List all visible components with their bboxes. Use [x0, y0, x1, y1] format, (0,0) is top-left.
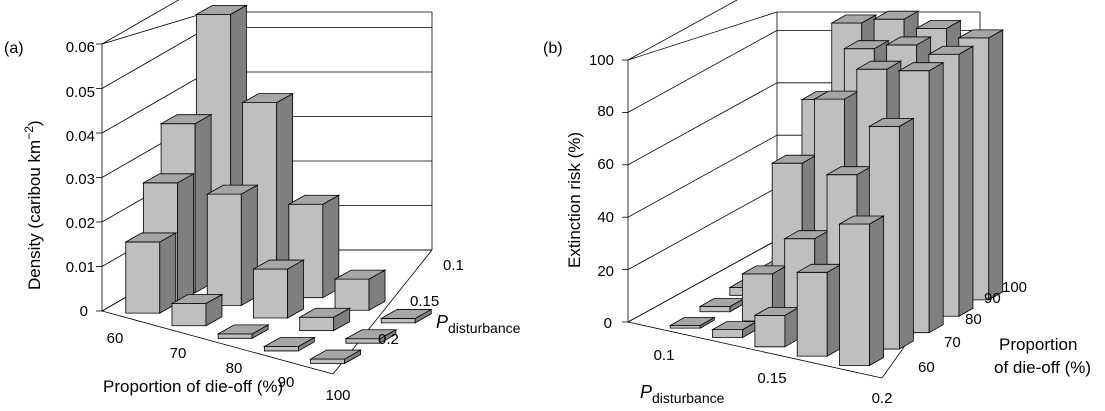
panel-a-x-ticks: 60 70 80 90 100 — [107, 330, 351, 404]
panel-a-y-ticks: 0 0.01 0.02 0.03 0.04 0.05 0.06 — [66, 39, 95, 320]
b-depth-100: 100 — [1002, 279, 1027, 296]
panel-a-depth-ticks: 0.1 0.15 0.2 — [378, 257, 464, 348]
panel-b-x-ticks: 0.1 0.15 0.2 — [654, 347, 893, 407]
a-bar-0.2-70 — [170, 293, 224, 327]
a-bar-0.1-90 — [333, 269, 387, 311]
a-ytick-1: 0.01 — [66, 259, 95, 276]
a-ytick-5: 0.05 — [66, 84, 95, 101]
a-xtick-90: 90 — [278, 374, 295, 391]
a-depth-0.15: 0.15 — [410, 293, 439, 310]
b-depth-60: 60 — [918, 359, 935, 376]
a-xtick-80: 80 — [226, 360, 243, 377]
a-gridline — [96, 27, 432, 89]
b-ytick-20: 20 — [597, 263, 614, 280]
a-depth-0.1: 0.1 — [443, 257, 464, 274]
a-bar-0.15-80 — [251, 259, 306, 319]
b-xtick-0.2: 0.2 — [872, 390, 893, 407]
a-bar-0.2-80 — [216, 324, 270, 340]
a-ytick-2: 0.02 — [66, 215, 95, 232]
b-bar-60-1 — [711, 320, 759, 339]
panel-a-label: (a) — [4, 40, 24, 57]
a-ytick-6: 0.06 — [66, 39, 95, 56]
b-bar-60-0 — [668, 316, 716, 329]
a-bar-0.2-90 — [262, 336, 316, 352]
a-ytick-3: 0.03 — [66, 171, 95, 188]
b-ytick-80: 80 — [597, 103, 614, 120]
a-bar-0.15-90 — [298, 307, 352, 332]
a-xtick-100: 100 — [325, 387, 350, 404]
b-ytick-60: 60 — [597, 156, 614, 173]
b-ytick-40: 40 — [597, 209, 614, 226]
panel-b-y-ticks: 0 20 40 60 80 100 — [589, 52, 614, 332]
a-ytick-4: 0.04 — [66, 128, 95, 145]
b-bar-60-2 — [753, 306, 801, 348]
b-depth-70: 70 — [944, 334, 961, 351]
a-bar-0.1-100 — [379, 308, 433, 324]
panel-a-depth-axis-label: Pdisturbance — [436, 312, 521, 336]
panel-a-x-axis-label: Proportion of die-off (%) — [103, 377, 283, 396]
a-gridline — [96, 0, 180, 45]
b-ytick-0: 0 — [604, 315, 612, 332]
b-ytick-100: 100 — [589, 52, 614, 69]
a-xtick-70: 70 — [170, 345, 187, 362]
b-xtick-0.1: 0.1 — [654, 347, 675, 364]
panel-a: 0 0.01 0.02 0.03 0.04 0.05 0.06 (a) Dens… — [4, 0, 521, 404]
panel-a-bars — [124, 4, 433, 365]
panel-b-bars — [668, 10, 1005, 367]
a-ytick-0: 0 — [80, 303, 88, 320]
a-bar-0.2-60 — [124, 232, 178, 314]
b-depth-80: 80 — [965, 311, 982, 328]
panel-b-x-axis-label: Pdisturbance — [640, 382, 725, 406]
panel-b: 0 20 40 60 80 100 (b) Extinction risk (%… — [543, 0, 1091, 407]
b-xtick-0.15: 0.15 — [757, 370, 786, 387]
b-depth-90: 90 — [984, 290, 1001, 307]
b-bar-70-0 — [698, 297, 746, 313]
a-bar-0.15-100 — [344, 329, 398, 344]
a-bar-0.15-70 — [205, 184, 259, 307]
a-xtick-60: 60 — [107, 330, 124, 347]
a-depth-0.2: 0.2 — [378, 331, 399, 348]
b-bar-60-3 — [795, 263, 843, 357]
b-bar-60-4 — [838, 215, 886, 367]
panel-a-y-axis-label: Density (caribou km−2) — [22, 120, 44, 290]
panel-b-y-axis-label: Extinction risk (%) — [565, 132, 584, 268]
panel-b-depth-label-1: Proportion — [999, 335, 1077, 354]
b-gridline — [622, 0, 738, 61]
panel-b-depth-label-2: of die-off (%) — [994, 358, 1091, 377]
a-bar-0.2-100 — [309, 349, 363, 365]
panel-b-label: (b) — [543, 40, 563, 57]
panel-b-depth-ticks: 60 70 80 90 100 — [918, 279, 1027, 376]
